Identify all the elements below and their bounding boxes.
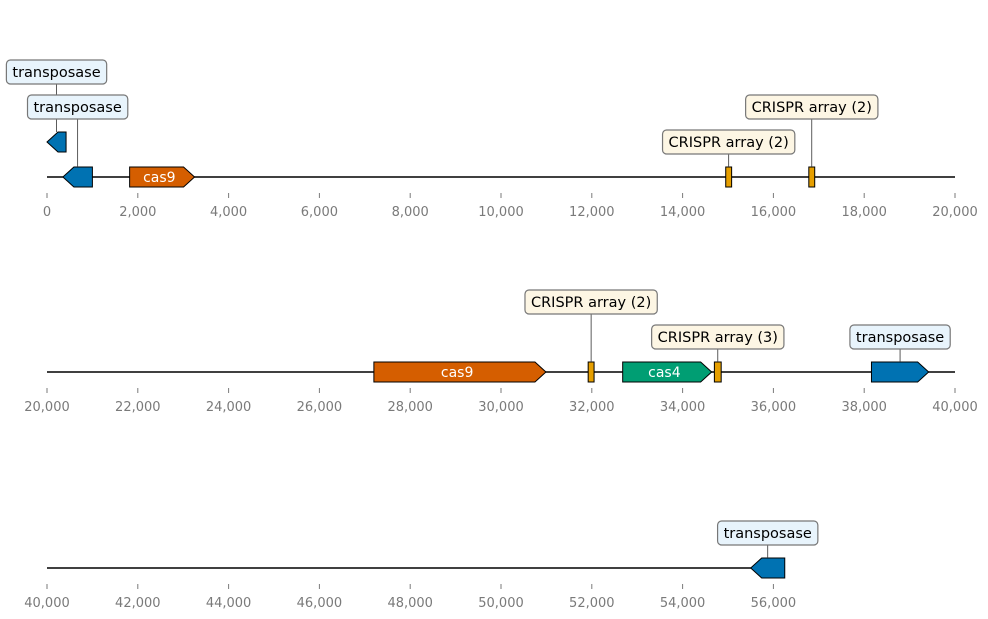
tick-label: 56,000 [751, 596, 797, 611]
tick-label: 40,000 [932, 400, 978, 415]
tick-label: 26,000 [297, 400, 343, 415]
track-row-2: 20,000 22,000 24,000 26,000 28,000 30,000 32,0… [24, 289, 978, 415]
callout-crispr-d: CRISPR array (3) [651, 324, 785, 350]
callout-box [651, 324, 785, 350]
tick-label: 28,000 [387, 400, 433, 415]
tick-label: 20,000 [24, 400, 70, 415]
tick-label: 36,000 [751, 400, 797, 415]
tick-label: 2,000 [119, 205, 156, 220]
callout-box [661, 129, 796, 155]
feature-crispr-a [725, 166, 733, 188]
tick-label: 4,000 [210, 205, 247, 220]
tick-label: 22,000 [115, 400, 161, 415]
tick-label: 44,000 [206, 596, 252, 611]
tick-label: 54,000 [660, 596, 706, 611]
callout-crispr-a: CRISPR array (2) [661, 129, 796, 155]
callout-box [5, 59, 108, 85]
callout-label: CRISPR array (2) [752, 100, 872, 116]
callout-label: transposase [12, 65, 100, 81]
tick-label: 40,000 [24, 596, 70, 611]
tick-label: 16,000 [751, 205, 797, 220]
tick-label: 20,000 [932, 205, 978, 220]
feature-label-cas9-a: cas9 [143, 170, 175, 186]
tick-label: 34,000 [660, 400, 706, 415]
tick-label: 6,000 [301, 205, 338, 220]
callout-crispr-b: CRISPR array (2) [745, 94, 879, 120]
feature-cas4 [622, 361, 713, 383]
feature-cas9-a [129, 166, 196, 188]
callout-label: transposase [724, 526, 812, 542]
tick-label: 42,000 [115, 596, 161, 611]
track-row-3: 40,000 42,000 44,000 46,000 48,000 50,000 52,0… [24, 520, 819, 611]
feature-transposase-d [749, 557, 786, 579]
tick-label: 52,000 [569, 596, 615, 611]
feature-transposase-b [62, 166, 93, 188]
tick-label: 24,000 [206, 400, 252, 415]
tick-label: 38,000 [841, 400, 887, 415]
feature-label-cas9-b: cas9 [441, 365, 473, 381]
callout-label: CRISPR array (2) [531, 295, 651, 311]
tick-label: 30,000 [478, 400, 524, 415]
callout-label: CRISPR array (2) [669, 135, 789, 151]
track-row-1: 0 2,000 4,000 6,000 8,000 10,000 12,000 14,000 1… [5, 59, 978, 220]
callout-box [745, 94, 879, 120]
feature-transposase-c [870, 361, 930, 383]
callout-box [716, 520, 819, 546]
callout-label: transposase [34, 100, 122, 116]
callout-label: CRISPR array (3) [658, 330, 778, 346]
tick-label: 48,000 [387, 596, 433, 611]
tick-label: 12,000 [569, 205, 615, 220]
callout-box [26, 94, 129, 120]
feature-crispr-b [808, 166, 816, 188]
tick-label: 18,000 [841, 205, 887, 220]
feature-crispr-c [587, 361, 595, 383]
tick-label: 8,000 [392, 205, 429, 220]
callout-label: transposase [856, 330, 944, 346]
callout-crispr-c: CRISPR array (2) [524, 289, 658, 315]
tick-label: 50,000 [478, 596, 524, 611]
callout-transposase-d: transposase [716, 520, 819, 546]
feature-label-cas4: cas4 [648, 365, 681, 381]
callout-box [849, 324, 951, 350]
feature-crispr-d [713, 361, 722, 383]
tick-label: 46,000 [297, 596, 343, 611]
tick-label: 0 [43, 205, 51, 220]
callout-box [524, 289, 658, 315]
feature-transposase-a [46, 131, 67, 153]
tick-label: 32,000 [569, 400, 615, 415]
tick-label: 10,000 [478, 205, 524, 220]
callout-transposase-c: transposase [849, 324, 951, 350]
callout-transposase-a: transposase [5, 59, 108, 85]
feature-cas9-b [373, 361, 547, 383]
callout-transposase-b: transposase [26, 94, 129, 120]
tick-label: 14,000 [660, 205, 706, 220]
